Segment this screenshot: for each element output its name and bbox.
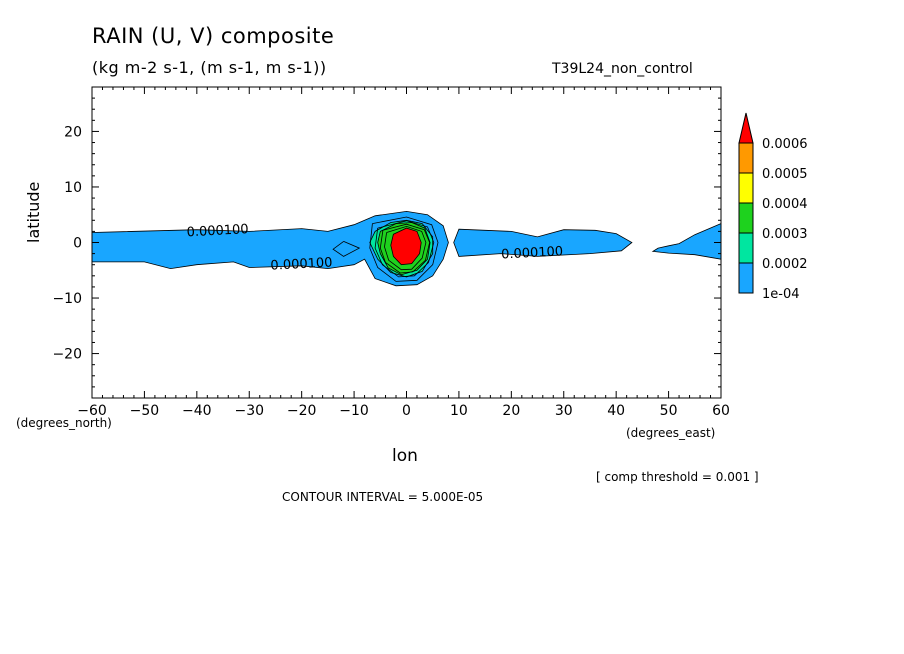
contour-labels: 0.000100 0.000100 0.000100	[186, 222, 563, 274]
colorbar: 1e-04 0.0002 0.0003 0.0004 0.0005 0.0006	[738, 112, 808, 302]
y-axis-label: latitude	[24, 181, 43, 243]
contour-region-1	[453, 228, 633, 257]
colorbar-label: 0.0006	[762, 137, 808, 152]
colorbar-swatch	[738, 172, 754, 204]
contour-line-1	[369, 216, 439, 282]
contour-line-3	[379, 223, 431, 274]
x-tick-label: −30	[234, 403, 264, 419]
x-tick-label: 50	[660, 403, 678, 419]
chart-title: RAIN (U, V) composite	[92, 24, 335, 48]
contour-line-4	[384, 225, 427, 271]
colorbar-label: 0.0003	[762, 227, 808, 242]
y-tick-label: −20	[52, 347, 82, 363]
x-axis-label: lon	[392, 446, 418, 466]
x-tick-label: 0	[402, 403, 411, 419]
x-tick-label: 40	[607, 403, 625, 419]
colorbar-swatch	[738, 142, 754, 174]
contour-region-0	[92, 210, 449, 287]
x-tick-label: −60	[77, 403, 107, 419]
x-tick-label: −10	[339, 403, 369, 419]
x-tick-label: −40	[182, 403, 212, 419]
contour-line-2	[374, 220, 435, 278]
colorbar-label: 0.0004	[762, 197, 808, 212]
contour-interval: CONTOUR INTERVAL = 5.000E-05	[282, 490, 484, 504]
contour-line-0	[332, 241, 361, 257]
y-tick-label: 20	[64, 124, 82, 140]
filled-contours	[92, 210, 721, 287]
x-tick-label: 60	[712, 403, 730, 419]
x-tick-label: −50	[130, 403, 160, 419]
colorbar-label: 0.0002	[762, 257, 808, 272]
threshold-note: [ comp threshold = 0.001 ]	[596, 470, 759, 484]
colorbar-swatch	[738, 262, 754, 294]
colorbar-label: 1e-04	[762, 287, 800, 302]
y-tick-label: 0	[73, 236, 82, 252]
contour-label: 0.000100	[270, 255, 333, 273]
contour-region-2	[651, 223, 721, 260]
x-tick-label: 20	[502, 403, 520, 419]
colorbar-swatch	[738, 232, 754, 264]
chart-units: (kg m-2 s-1, (m s-1, m s-1))	[92, 58, 327, 77]
colorbar-max-triangle	[738, 112, 754, 144]
x-tick-label: 30	[555, 403, 573, 419]
y-axis-unit: (degrees_north)	[16, 416, 112, 430]
x-tick-label: −20	[287, 403, 317, 419]
contour-region-5	[390, 227, 422, 266]
run-name: T39L24_non_control	[552, 61, 693, 77]
axis-ticks: −60 −50 −40 −30 −20 −10 0 10 20 30 40 50 60 20 10 0 −10 −…	[52, 86, 730, 419]
x-axis-unit: (degrees_east)	[626, 426, 716, 440]
contour-lines	[332, 216, 439, 282]
contour-label: 0.000100	[501, 244, 564, 262]
contour-label: 0.000100	[186, 222, 249, 240]
colorbar-label: 0.0005	[762, 167, 808, 182]
colorbar-swatch	[738, 202, 754, 234]
y-tick-label: −10	[52, 291, 82, 307]
x-tick-label: 10	[450, 403, 468, 419]
y-tick-label: 10	[64, 180, 82, 196]
